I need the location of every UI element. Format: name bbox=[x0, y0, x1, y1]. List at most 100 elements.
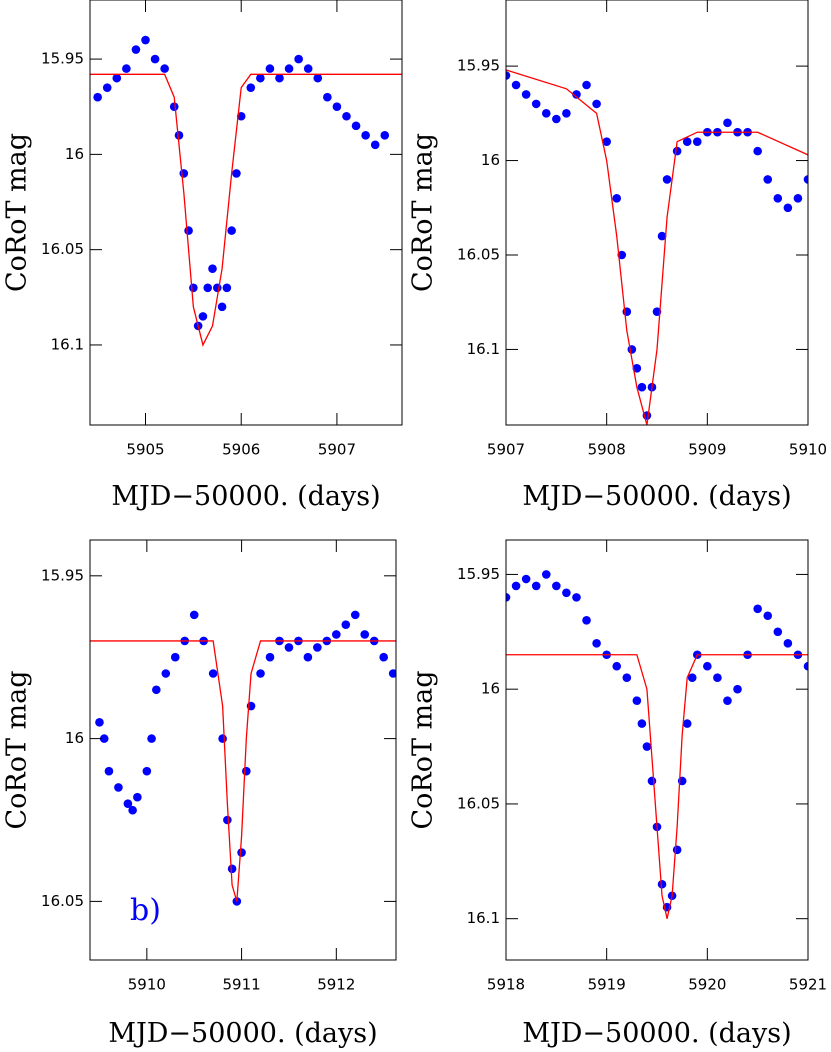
data-point bbox=[582, 80, 591, 90]
y-axis-label: CoRoT mag bbox=[408, 133, 439, 292]
data-point bbox=[692, 137, 702, 146]
x-axis-label: MJD−50000. (days) bbox=[108, 1018, 377, 1049]
data-point bbox=[131, 45, 141, 54]
data-point bbox=[222, 283, 232, 293]
data-point bbox=[350, 610, 360, 620]
y-tick-label: 16.1 bbox=[51, 335, 84, 353]
data-point bbox=[102, 83, 112, 92]
data-point bbox=[208, 264, 217, 274]
data-point bbox=[657, 879, 667, 889]
data-point bbox=[332, 630, 341, 639]
data-point bbox=[380, 131, 390, 140]
data-point bbox=[123, 799, 133, 809]
data-point bbox=[128, 805, 137, 815]
y-tick-label: 15.95 bbox=[41, 566, 84, 584]
data-point bbox=[227, 864, 237, 874]
data-point bbox=[632, 696, 642, 705]
x-tick-label: 5919 bbox=[588, 976, 626, 994]
data-point bbox=[169, 102, 179, 112]
x-tick-label: 5909 bbox=[688, 441, 726, 459]
x-axis-label: MJD−50000. (days) bbox=[111, 481, 380, 512]
data-point bbox=[511, 80, 521, 90]
y-axis-label: CoRoT mag bbox=[2, 670, 33, 829]
data-point bbox=[657, 231, 667, 241]
data-point bbox=[521, 574, 531, 584]
data-point bbox=[687, 673, 697, 683]
data-point bbox=[682, 719, 692, 728]
data-point bbox=[246, 83, 256, 92]
model-line bbox=[90, 640, 396, 902]
data-point bbox=[552, 581, 561, 591]
data-point bbox=[313, 73, 323, 83]
x-tick-label: 5906 bbox=[222, 441, 260, 459]
x-tick-label: 5918 bbox=[487, 976, 525, 994]
x-tick-label: 5921 bbox=[789, 976, 827, 994]
data-point bbox=[142, 766, 152, 776]
data-point bbox=[150, 54, 160, 64]
data-point bbox=[223, 815, 232, 825]
data-point bbox=[592, 99, 601, 109]
data-point bbox=[773, 627, 783, 637]
data-point bbox=[379, 652, 388, 662]
data-point bbox=[217, 302, 227, 312]
data-point bbox=[370, 140, 380, 150]
data-point bbox=[662, 175, 672, 184]
data-point bbox=[763, 611, 773, 621]
x-tick-label: 5911 bbox=[222, 976, 260, 994]
data-point bbox=[637, 382, 647, 392]
data-point bbox=[112, 73, 122, 83]
axes-frame bbox=[505, 539, 809, 961]
data-point bbox=[753, 604, 762, 614]
data-point bbox=[713, 673, 722, 683]
data-point bbox=[323, 92, 332, 102]
data-point bbox=[572, 593, 581, 602]
data-point bbox=[562, 588, 571, 598]
data-point bbox=[541, 109, 551, 118]
data-point bbox=[242, 766, 251, 776]
y-tick-label: 16.05 bbox=[41, 240, 84, 258]
y-tick-label: 16 bbox=[65, 729, 84, 747]
data-point bbox=[642, 742, 652, 751]
data-point bbox=[541, 570, 551, 579]
data-point bbox=[723, 696, 732, 705]
data-point bbox=[147, 734, 156, 743]
data-point bbox=[203, 283, 213, 293]
panel: 5910 5911 5912 15.95 16 16.05 MJD−50000. (days… bbox=[2, 539, 397, 1049]
x-tick-label: 5910 bbox=[789, 441, 827, 459]
data-point bbox=[622, 673, 632, 683]
data-point bbox=[294, 54, 303, 64]
data-point bbox=[133, 792, 142, 802]
data-point bbox=[361, 131, 370, 140]
data-point bbox=[342, 111, 351, 121]
y-tick-label: 16.1 bbox=[467, 340, 500, 358]
data-point bbox=[351, 121, 361, 131]
y-tick-label: 16.05 bbox=[41, 892, 84, 910]
data-point bbox=[212, 283, 222, 293]
data-point bbox=[99, 734, 109, 743]
model-line bbox=[506, 654, 808, 919]
data-point bbox=[189, 283, 198, 293]
data-point bbox=[265, 64, 275, 73]
data-point bbox=[521, 90, 531, 99]
data-point bbox=[218, 734, 227, 743]
data-point bbox=[506, 71, 511, 80]
data-point bbox=[232, 169, 241, 178]
data-point bbox=[531, 581, 541, 591]
data-point bbox=[388, 669, 396, 678]
data-point bbox=[265, 652, 275, 662]
y-axis-label: CoRoT mag bbox=[2, 133, 33, 292]
data-point bbox=[360, 630, 370, 639]
data-point bbox=[152, 685, 161, 695]
plot-area bbox=[506, 570, 808, 919]
data-point bbox=[723, 118, 732, 128]
axes-frame bbox=[89, 539, 397, 961]
data-point bbox=[284, 64, 294, 73]
data-point bbox=[341, 620, 351, 629]
x-tick-label: 5907 bbox=[318, 441, 356, 459]
plot-area bbox=[506, 69, 808, 425]
data-point bbox=[672, 146, 682, 156]
x-axis-label: MJD−50000. (days) bbox=[522, 481, 791, 512]
data-point bbox=[256, 73, 265, 83]
data-point bbox=[198, 312, 208, 321]
